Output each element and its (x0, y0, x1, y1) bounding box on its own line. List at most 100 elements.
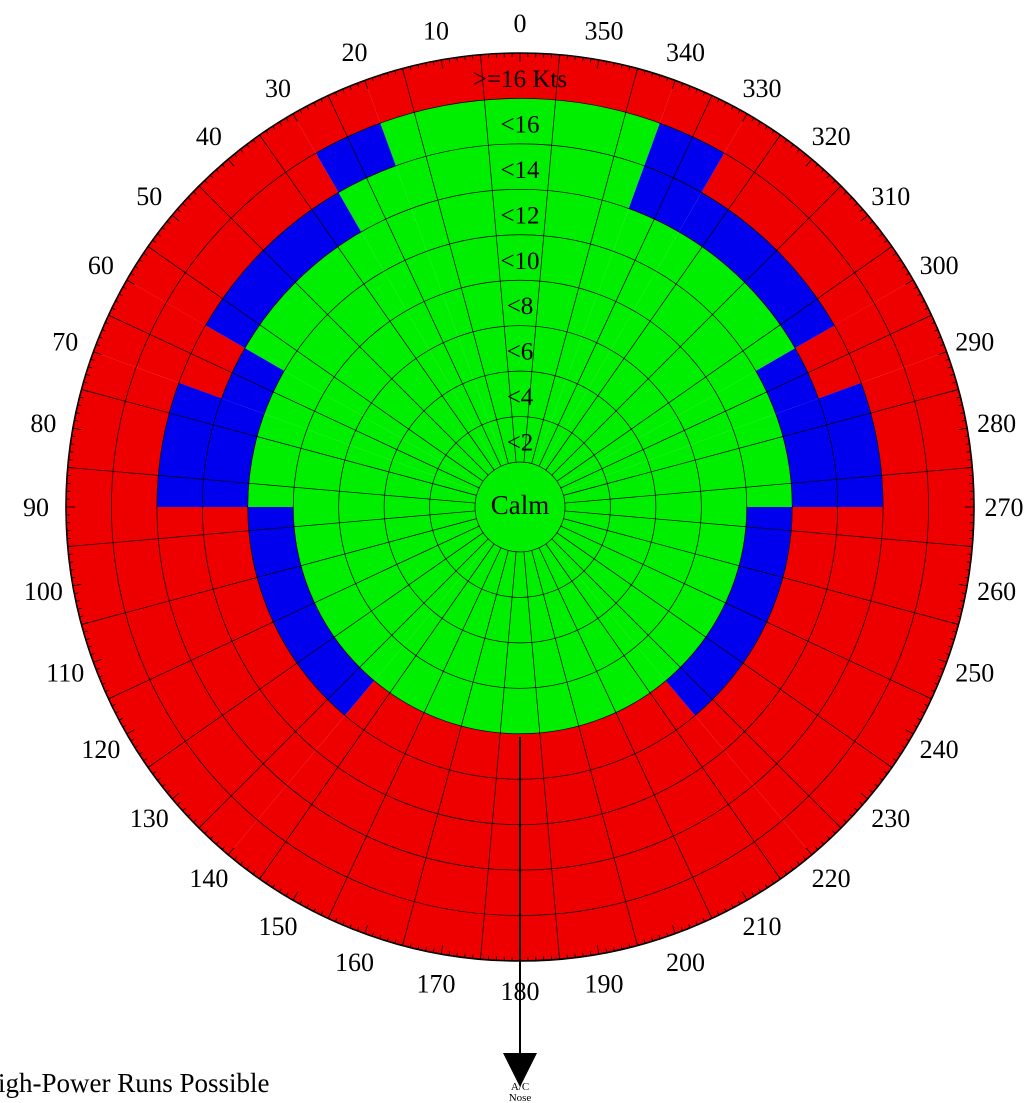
sector-red-band (293, 80, 381, 154)
degree-tick (802, 856, 807, 861)
degree-tick (905, 279, 914, 285)
direction-label: 30 (265, 74, 291, 103)
degree-tick (147, 246, 155, 251)
degree-tick (905, 272, 910, 276)
degree-tick (658, 75, 661, 80)
degree-tick (956, 615, 961, 618)
grid-spoke (327, 547, 502, 919)
ring-label: <2 (507, 430, 534, 457)
degree-tick (334, 917, 338, 922)
degree-tick (72, 583, 82, 587)
degree-tick (869, 789, 874, 794)
degree-tick (240, 861, 244, 866)
degree-tick (313, 102, 317, 107)
degree-tick (892, 758, 897, 762)
legend-label: igh-Power Runs Possible (0, 1068, 270, 1098)
degree-tick (126, 279, 135, 285)
degree-tick (130, 738, 135, 742)
degree-tick (177, 208, 181, 213)
calm-label: Calm (491, 490, 550, 520)
degree-tick (306, 904, 310, 909)
sector-blue-band (156, 382, 265, 507)
degree-tick (939, 667, 944, 671)
ring-label: <8 (507, 293, 534, 320)
grid-spoke (147, 246, 484, 482)
degree-tick (874, 783, 879, 787)
degree-tick (658, 934, 661, 939)
degree-tick (161, 783, 166, 787)
degree-tick (259, 134, 264, 142)
degree-tick (628, 943, 631, 948)
direction-label: 130 (130, 804, 169, 833)
degree-tick (651, 937, 654, 942)
degree-tick (590, 58, 592, 63)
degree-tick (98, 336, 103, 339)
degree-tick (252, 139, 256, 144)
direction-label: 220 (812, 864, 851, 893)
degree-tick (252, 870, 256, 875)
degree-tick (83, 630, 88, 633)
grid-spoke (198, 185, 489, 476)
degree-tick (356, 83, 360, 88)
degree-tick (93, 351, 102, 356)
degree-tick (210, 835, 214, 840)
sector-blue-band (221, 348, 285, 414)
direction-label: 50 (136, 182, 162, 211)
degree-tick (171, 792, 180, 800)
degree-tick (96, 343, 101, 347)
degree-tick (81, 622, 89, 625)
degree-tick (860, 792, 869, 800)
degree-tick (70, 569, 75, 571)
degree-tick (869, 220, 874, 225)
degree-tick (832, 830, 836, 834)
degree-tick (371, 77, 374, 82)
degree-tick (635, 938, 638, 946)
grid-spoke (67, 510, 476, 547)
sector-green-band (558, 370, 776, 492)
degree-tick (820, 169, 825, 173)
degree-tick (628, 66, 631, 71)
degree-tick (671, 925, 676, 934)
degree-tick (939, 343, 944, 347)
degree-tick (83, 381, 88, 384)
sector-green-band (535, 208, 679, 469)
degree-tick (98, 675, 103, 678)
sector-blue-band (628, 123, 725, 232)
degree-tick (364, 925, 369, 934)
degree-tick (784, 139, 788, 144)
nose-label: Nose (509, 1092, 532, 1103)
grid-spoke (556, 532, 893, 768)
degree-tick (924, 695, 932, 700)
degree-tick (764, 884, 768, 888)
degree-tick (613, 947, 615, 952)
degree-tick (917, 293, 922, 297)
degree-tick (364, 80, 369, 89)
direction-label: 260 (977, 577, 1016, 606)
degree-tick (950, 373, 955, 376)
degree-tick (937, 675, 942, 678)
degree-tick (820, 841, 825, 845)
direction-label: 60 (88, 251, 114, 280)
degree-tick (643, 70, 646, 75)
degree-tick (425, 62, 427, 67)
degree-tick (784, 870, 788, 875)
degree-tick (605, 61, 608, 66)
degree-tick (448, 951, 450, 956)
direction-label: 20 (341, 38, 367, 67)
degree-tick (480, 54, 482, 62)
direction-label: 310 (871, 182, 910, 211)
degree-tick (157, 233, 161, 237)
degree-tick (958, 607, 963, 610)
degree-tick (917, 717, 922, 721)
direction-label: 160 (335, 948, 374, 977)
degree-tick (776, 134, 781, 142)
degree-tick (958, 404, 963, 407)
degree-tick (334, 92, 338, 97)
degree-tick (958, 583, 968, 587)
degree-tick (805, 158, 813, 167)
grid-ring (292, 279, 748, 735)
sector-red-band (66, 507, 346, 855)
grid-spoke (564, 467, 973, 504)
degree-tick (272, 884, 276, 888)
